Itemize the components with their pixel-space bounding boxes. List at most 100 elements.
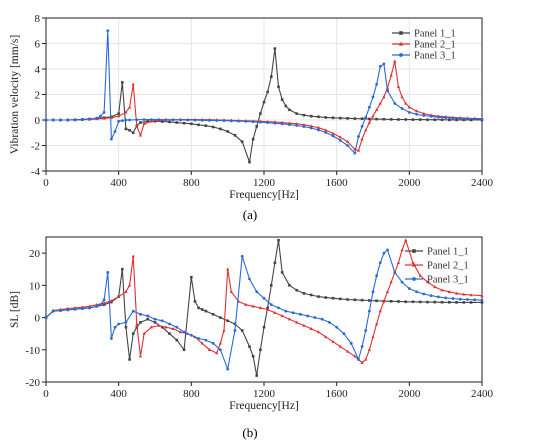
x-axis-label: Frequency[Hz] (229, 400, 299, 412)
data-point (295, 124, 299, 127)
data-point (291, 311, 295, 315)
data-point (331, 116, 335, 120)
x-tick-label: 1600 (326, 177, 349, 189)
data-point (433, 300, 437, 304)
y-tick-label: -20 (25, 377, 40, 389)
data-point (168, 322, 171, 326)
data-point (382, 117, 386, 121)
data-point (171, 118, 175, 122)
data-point (280, 122, 284, 126)
data-point (120, 119, 124, 123)
data-point (128, 128, 131, 132)
data-point (458, 117, 462, 120)
data-point (375, 108, 379, 111)
data-point (88, 304, 92, 308)
data-point (266, 90, 269, 94)
legend-marker (399, 31, 403, 35)
data-point (404, 101, 408, 105)
data-point (375, 299, 378, 303)
data-point (142, 122, 146, 126)
data-point (197, 337, 201, 340)
data-point (375, 82, 379, 86)
x-tick-label: 800 (183, 388, 200, 400)
data-point (117, 294, 121, 298)
y-tick-label: 0 (35, 313, 41, 325)
data-point (480, 293, 484, 297)
data-point (51, 309, 55, 313)
x-tick-label: 2400 (471, 388, 494, 400)
data-point (186, 118, 190, 122)
data-point (280, 314, 284, 318)
data-point (248, 277, 251, 281)
data-point (393, 271, 397, 274)
series-line (45, 249, 483, 370)
data-point (262, 100, 266, 104)
data-point (215, 119, 219, 122)
data-point (364, 128, 368, 132)
data-point (255, 290, 259, 294)
data-point (273, 47, 277, 50)
data-point (139, 312, 142, 316)
data-point (127, 283, 132, 287)
data-point (480, 298, 484, 302)
data-point (266, 121, 270, 125)
data-point (124, 110, 128, 114)
y-tick-label: 8 (35, 13, 41, 25)
data-point (466, 117, 469, 121)
data-point (244, 302, 248, 306)
data-point (400, 95, 404, 99)
data-point (219, 316, 222, 319)
data-point (211, 125, 215, 129)
data-point (131, 309, 135, 313)
data-point (331, 296, 335, 300)
data-point (375, 274, 379, 278)
data-point (389, 280, 393, 284)
data-point (251, 304, 255, 308)
data-point (382, 299, 386, 303)
data-point (262, 296, 266, 300)
data-point (389, 73, 393, 77)
data-point (411, 118, 415, 121)
data-point (117, 114, 121, 118)
data-point (302, 125, 306, 129)
data-point (200, 118, 204, 122)
y-tick-label: 6 (35, 39, 41, 51)
y-tick-label: 0 (35, 115, 41, 127)
data-point (204, 338, 208, 342)
data-point (80, 307, 84, 310)
data-point (121, 81, 124, 84)
data-point (248, 345, 251, 348)
legend-marker (399, 53, 403, 57)
data-point (389, 299, 393, 303)
legend-marker (398, 41, 404, 46)
data-point (135, 118, 139, 122)
data-point (66, 118, 70, 122)
data-point (193, 300, 197, 303)
data-point (117, 322, 121, 326)
y-axis-label: Vibration velocity [mm/s] (9, 35, 21, 154)
data-point (422, 114, 426, 117)
data-point (190, 122, 193, 126)
data-point (211, 341, 215, 345)
data-point (393, 59, 397, 63)
data-point (160, 120, 164, 123)
data-point (367, 309, 371, 313)
data-point (113, 130, 117, 133)
data-point (360, 345, 364, 348)
data-point (175, 338, 179, 342)
data-point (269, 303, 273, 307)
data-point (295, 320, 299, 324)
data-point (95, 304, 99, 308)
data-point (128, 358, 131, 361)
data-point (200, 341, 204, 345)
data-point (425, 280, 430, 284)
legend-label: Panel 2_1 (427, 261, 469, 272)
data-point (360, 137, 364, 141)
data-point (397, 300, 400, 303)
x-tick-label: 1600 (326, 388, 349, 400)
data-point (110, 137, 113, 141)
data-point (448, 300, 451, 304)
data-point (288, 123, 291, 126)
data-point (317, 295, 320, 298)
data-point (233, 322, 237, 326)
